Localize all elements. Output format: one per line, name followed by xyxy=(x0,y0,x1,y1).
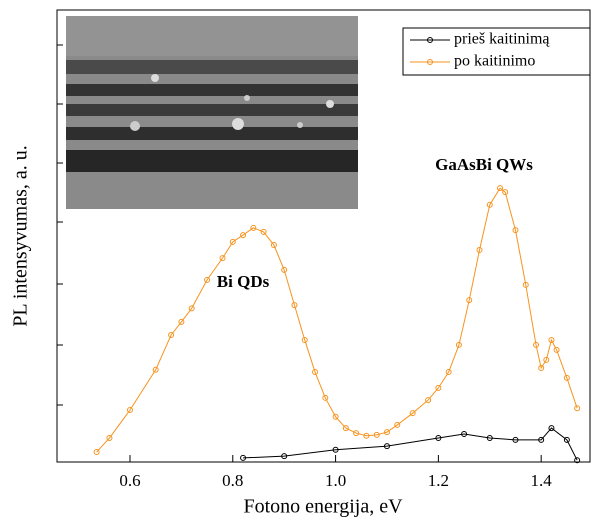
inset-image xyxy=(66,16,358,209)
x-axis-label: Fotono energija, eV xyxy=(243,496,403,518)
series-line xyxy=(243,428,577,460)
x-tick-label: 1.2 xyxy=(428,471,449,490)
x-tick-label: 1.4 xyxy=(531,471,553,490)
y-axis-label: PL intensyvumas, a. u. xyxy=(10,145,32,326)
annotation: Bi QDs xyxy=(217,272,270,291)
annotation: GaAsBi QWs xyxy=(435,155,533,174)
x-tick-label: 1.0 xyxy=(325,471,346,490)
x-tick-label: 0.8 xyxy=(222,471,243,490)
page: {"chart_data": {"type": "line", "xlabel"… xyxy=(0,0,601,527)
chart: Fotono energija, eV PL intensyvumas, a. … xyxy=(0,0,601,527)
series-line xyxy=(97,188,578,452)
y-minor-ticks xyxy=(57,45,63,405)
legend-label: prieš kaitinimą xyxy=(454,31,550,48)
legend-label: po kaitinimo xyxy=(454,53,535,70)
x-tick-label: 0.6 xyxy=(119,471,140,490)
